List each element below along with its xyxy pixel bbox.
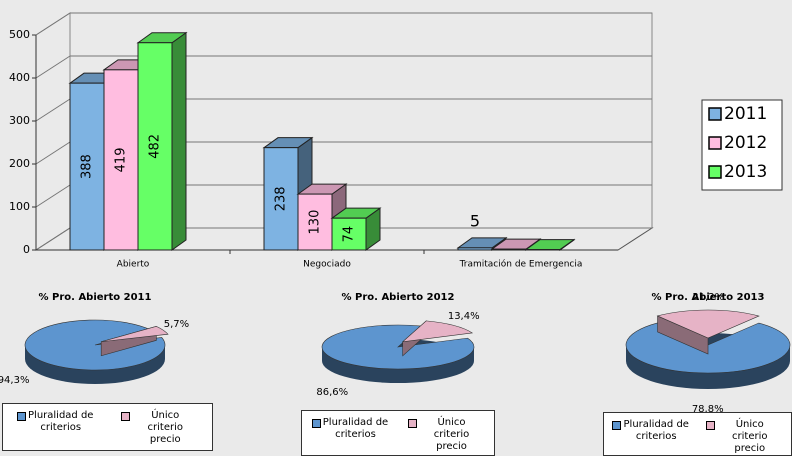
grid-line xyxy=(35,184,71,208)
bar-front xyxy=(137,42,173,251)
pie-title: % Pro. Abierto 2011 xyxy=(39,292,152,303)
pie-face xyxy=(656,309,760,339)
legend-swatch xyxy=(311,419,321,428)
pie-slice xyxy=(401,320,474,357)
pie-value-label: 78,8% xyxy=(692,404,724,415)
y-tick-label: 0 xyxy=(23,243,30,256)
bar-front xyxy=(297,193,333,251)
value-label: 5 xyxy=(470,211,480,230)
pie-face xyxy=(401,320,474,343)
value-label: 419 xyxy=(114,148,129,173)
grid-line xyxy=(35,12,71,36)
pie-legend: Pluralidad de criterios Único criterio pr… xyxy=(301,410,495,456)
value-label: 74 xyxy=(342,226,357,243)
side-wall xyxy=(35,12,71,251)
bar xyxy=(330,207,382,251)
bar xyxy=(136,31,188,251)
legend-label: 2013 xyxy=(724,162,767,182)
legend-entry: Único criterio precio xyxy=(121,410,198,446)
legend-label: Pluralidad de criterios xyxy=(28,410,94,433)
legend-swatch xyxy=(708,107,722,121)
legend-entry: Único criterio precio xyxy=(407,417,485,453)
pie-slice xyxy=(656,309,760,355)
y-tick-label: 100 xyxy=(9,200,30,213)
bar-front xyxy=(331,217,367,251)
pie-slice xyxy=(100,325,169,357)
y-tick-label: 500 xyxy=(9,28,30,41)
grid-line xyxy=(35,227,71,251)
legend-entry: Pluralidad de criterios xyxy=(16,410,94,434)
legend-swatch xyxy=(121,412,131,421)
legend-swatch xyxy=(705,421,715,430)
pie-face xyxy=(24,319,166,371)
pie-value-label: 13,4% xyxy=(448,311,480,322)
legend-label: Único criterio precio xyxy=(147,410,183,445)
x-tick-label: Tramitación de Emergencia xyxy=(459,259,583,270)
legend-entry: Único criterio precio xyxy=(705,419,783,455)
grid-line xyxy=(35,141,71,165)
grid-line xyxy=(35,55,71,79)
bar-side xyxy=(171,31,187,251)
pie-face xyxy=(321,324,475,370)
pie-legend: Pluralidad de criterios Único criterio pr… xyxy=(603,412,792,456)
pie-slice xyxy=(321,324,475,383)
bar-front xyxy=(69,82,105,251)
pie-legend: Pluralidad de criterios Único criterio pr… xyxy=(2,403,213,451)
y-tick-label: 200 xyxy=(9,157,30,170)
y-tick-label: 400 xyxy=(9,71,30,84)
pie-title: % Pro. Abierto 2013 xyxy=(652,292,765,303)
legend-label: Único criterio precio xyxy=(433,417,470,452)
x-tick-label: Negociado xyxy=(303,260,351,270)
pie-value-label: 86,6% xyxy=(316,387,348,398)
legend-swatch xyxy=(708,136,722,150)
pie-value-label: 94,3% xyxy=(0,375,29,386)
legend-entry: Pluralidad de criterios xyxy=(612,419,689,443)
legend-label: Pluralidad de criterios xyxy=(623,419,689,442)
legend-swatch xyxy=(612,421,622,430)
value-label: 388 xyxy=(80,154,95,179)
legend-swatch xyxy=(708,165,722,179)
bar xyxy=(524,238,576,251)
legend-label: 2011 xyxy=(724,104,767,124)
legend-label: Pluralidad de criterios xyxy=(322,417,389,440)
bar-front xyxy=(491,248,527,251)
legend-label: Único criterio precio xyxy=(732,419,768,454)
pie-value-label: 5,7% xyxy=(164,319,189,330)
bar-front xyxy=(263,147,299,251)
pie-face xyxy=(101,326,169,343)
grid-line xyxy=(35,98,71,122)
x-tick-label: Abierto xyxy=(117,260,150,270)
legend-entry: Pluralidad de criterios xyxy=(311,417,389,441)
pie-value-label: 21,2% xyxy=(692,292,724,303)
value-label: 238 xyxy=(274,186,289,211)
bar-front xyxy=(457,247,493,251)
y-tick-label: 300 xyxy=(9,114,30,127)
legend-label: 2012 xyxy=(724,133,767,153)
legend-swatch xyxy=(407,419,417,428)
legend-swatch xyxy=(16,412,26,421)
pie-title: % Pro. Abierto 2012 xyxy=(342,292,455,303)
value-label: 482 xyxy=(148,134,163,159)
value-label: 130 xyxy=(308,210,323,235)
